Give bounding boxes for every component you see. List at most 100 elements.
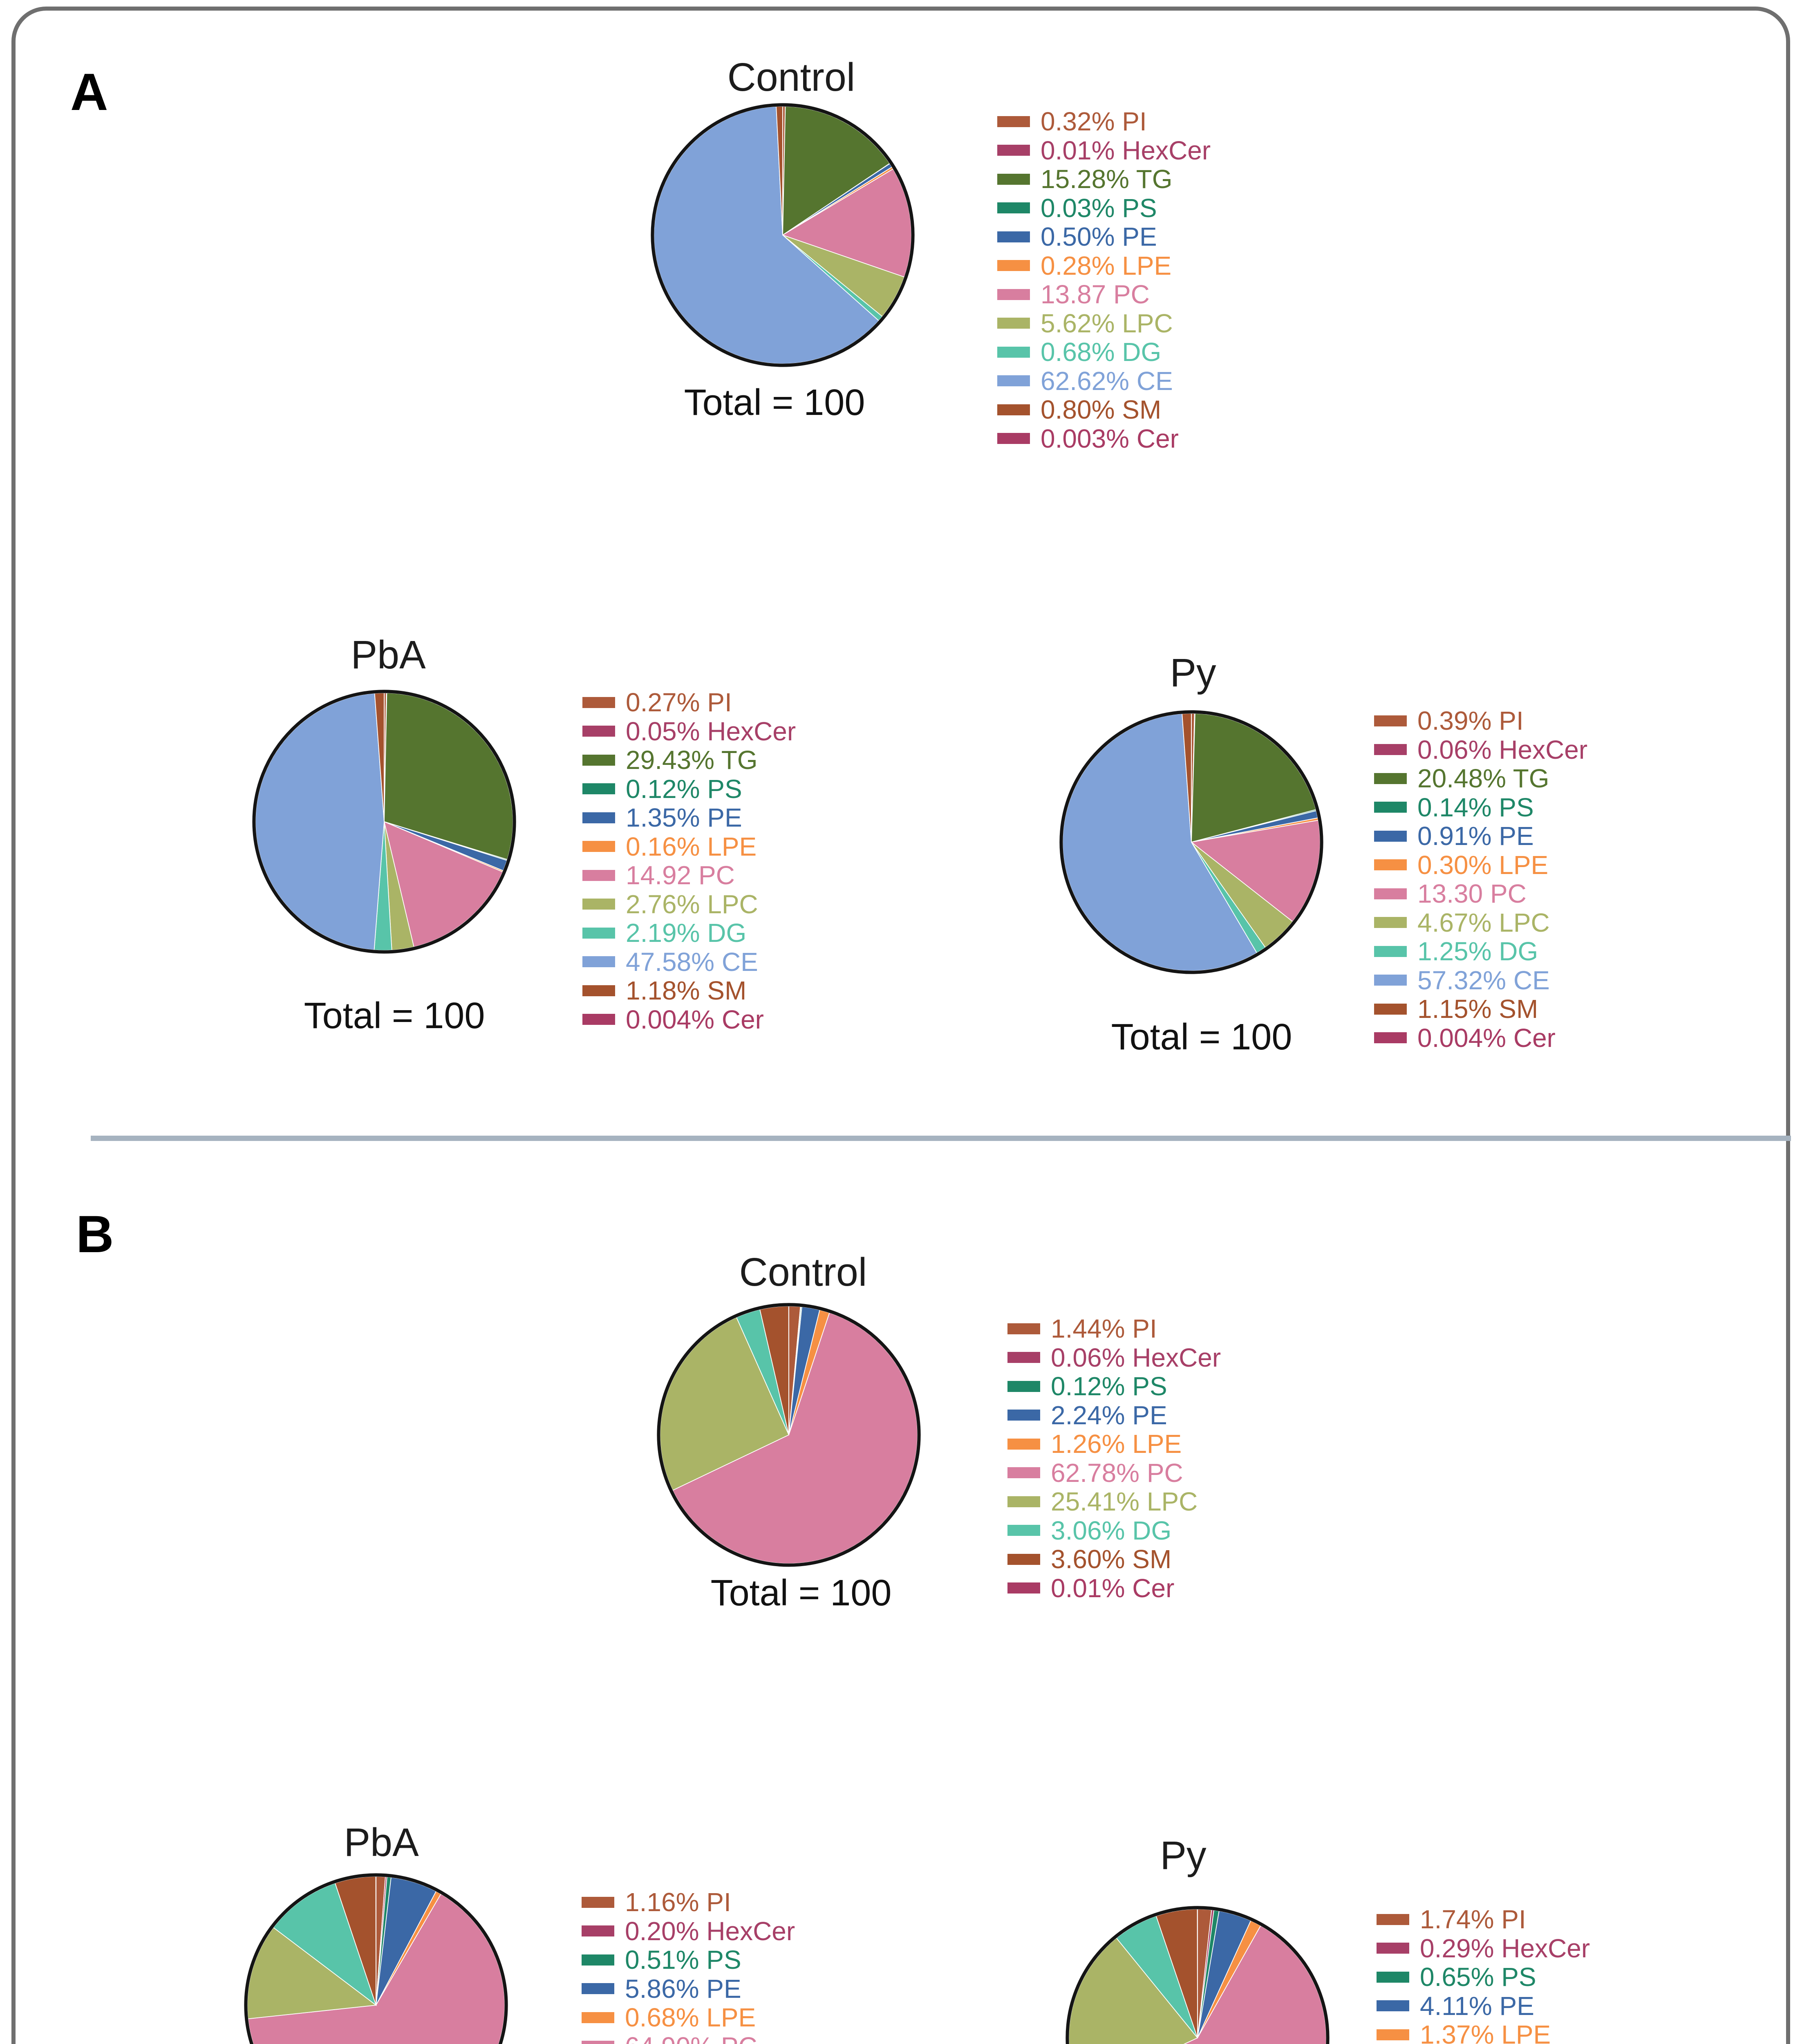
legend-swatch-LPE xyxy=(1377,2029,1409,2040)
legend-label: 62.78% PC xyxy=(1051,1458,1183,1488)
legend-swatch-PE xyxy=(1374,830,1407,842)
legend-item: 1.74% PI xyxy=(1377,1905,1590,1934)
legend-swatch-DG xyxy=(1007,1525,1040,1536)
legend-label: 57.32% CE xyxy=(1417,965,1550,995)
legend-swatch-LPE xyxy=(1007,1438,1040,1450)
legend-label: 4.11% PE xyxy=(1420,1991,1534,2021)
legend-label: 1.15% SM xyxy=(1417,994,1538,1024)
legend-swatch-PE xyxy=(1007,1410,1040,1421)
chart-title: PbA xyxy=(344,1820,419,1865)
legend-swatch-LPE xyxy=(582,841,615,852)
legend-item: 0.12% PS xyxy=(1007,1372,1221,1401)
legend-swatch-Cer xyxy=(1374,1032,1407,1044)
legend-item: 0.32% PI xyxy=(997,107,1211,136)
legend-item: 0.80% SM xyxy=(997,395,1211,424)
legend-item: 0.14% PS xyxy=(1374,793,1587,822)
legend-item: 62.78% PC xyxy=(1007,1459,1221,1488)
legend-swatch-Cer xyxy=(1007,1582,1040,1594)
legend-swatch-PI xyxy=(582,697,615,708)
legend-label: 15.28% TG xyxy=(1041,164,1173,194)
legend-swatch-PS xyxy=(1007,1381,1040,1392)
chart-title: Py xyxy=(1160,1833,1207,1878)
legend-swatch-PI xyxy=(1377,1914,1409,1925)
pie-chart xyxy=(252,690,516,954)
legend-label: 0.05% HexCer xyxy=(626,716,796,746)
legend-item: 4.11% PE xyxy=(1377,1992,1590,2021)
legend-swatch-PC xyxy=(1007,1467,1040,1479)
pie-chart xyxy=(1066,1906,1330,2044)
legend-item: 4.67% LPC xyxy=(1374,908,1587,937)
legend-label: 2.76% LPC xyxy=(626,889,758,919)
legend-item: 0.01% Cer xyxy=(1007,1574,1221,1603)
legend-label: 0.80% SM xyxy=(1041,395,1162,425)
legend-swatch-CE xyxy=(582,956,615,968)
legend-swatch-TG xyxy=(1374,773,1407,784)
legend-swatch-LPC xyxy=(582,899,615,910)
legend-swatch-LPE xyxy=(1374,859,1407,871)
chart-title: PbA xyxy=(351,632,426,677)
pie-outline xyxy=(651,103,915,367)
legend: 1.16% PI 0.20% HexCer 0.51% PS 5.86% PE 0.68… xyxy=(582,1888,795,2044)
legend-label: 47.58% CE xyxy=(626,947,758,977)
legend-item: 25.41% LPC xyxy=(1007,1487,1221,1516)
legend-label: 5.62% LPC xyxy=(1041,308,1173,338)
pie-chart xyxy=(657,1303,921,1567)
legend-label: 25.41% LPC xyxy=(1051,1487,1198,1517)
legend-item: 20.48% TG xyxy=(1374,764,1587,793)
legend-swatch-Cer xyxy=(582,1014,615,1025)
legend-item: 1.26% LPE xyxy=(1007,1430,1221,1459)
legend-item: 0.27% PI xyxy=(582,688,796,717)
legend-swatch-HexCer xyxy=(997,145,1030,156)
legend-swatch-PS xyxy=(582,1954,614,1966)
legend-item: 3.60% SM xyxy=(1007,1545,1221,1574)
legend-label: 1.16% PI xyxy=(625,1887,731,1917)
legend-item: 0.03% PS xyxy=(997,194,1211,223)
legend-item: 0.004% Cer xyxy=(582,1005,796,1034)
legend: 0.32% PI 0.01% HexCer 15.28% TG 0.03% PS 0.5… xyxy=(997,107,1211,453)
panel-label-b: B xyxy=(76,1205,114,1264)
legend-label: 0.50% PE xyxy=(1041,222,1157,252)
legend-item: 64.90% PC xyxy=(582,2032,795,2044)
legend-swatch-CE xyxy=(1374,975,1407,986)
legend-item: 0.39% PI xyxy=(1374,706,1587,735)
legend-item: 1.16% PI xyxy=(582,1888,795,1917)
legend-label: 1.35% PE xyxy=(626,803,742,833)
legend-label: 29.43% TG xyxy=(626,745,758,775)
total-label: Total = 100 xyxy=(304,995,485,1036)
legend-label: 1.44% PI xyxy=(1051,1314,1157,1344)
legend-item: 0.29% HexCer xyxy=(1377,1934,1590,1963)
legend-swatch-PE xyxy=(997,231,1030,242)
legend-item: 0.01% HexCer xyxy=(997,136,1211,165)
legend-label: 1.25% DG xyxy=(1417,937,1538,966)
total-label: Total = 100 xyxy=(1111,1017,1292,1058)
legend-item: 13.30 PC xyxy=(1374,879,1587,908)
pie-outline xyxy=(657,1303,921,1567)
legend-item: 0.68% DG xyxy=(997,338,1211,367)
total-label: Total = 100 xyxy=(710,1573,892,1614)
legend-item: 0.20% HexCer xyxy=(582,1917,795,1946)
legend-item: 0.51% PS xyxy=(582,1945,795,1975)
legend-swatch-PE xyxy=(582,1983,614,1995)
legend-item: 1.44% PI xyxy=(1007,1314,1221,1343)
legend: 1.44% PI 0.06% HexCer 0.12% PS 2.24% PE 1.26… xyxy=(1007,1314,1221,1602)
legend: 1.74% PI 0.29% HexCer 0.65% PS 4.11% PE 1.37… xyxy=(1377,1905,1590,2044)
pie-chart xyxy=(244,1873,508,2044)
legend: 0.39% PI 0.06% HexCer 20.48% TG 0.14% PS 0.9… xyxy=(1374,706,1587,1052)
legend-label: 0.12% PS xyxy=(626,774,742,804)
legend-label: 20.48% TG xyxy=(1417,764,1549,793)
legend-item: 0.50% PE xyxy=(997,222,1211,251)
legend-label: 0.004% Cer xyxy=(1417,1023,1556,1053)
legend-swatch-DG xyxy=(997,346,1030,358)
chart-title: Control xyxy=(727,55,855,99)
pie-chart xyxy=(1059,710,1323,974)
legend-item: 0.30% LPE xyxy=(1374,851,1587,880)
legend-item: 0.12% PS xyxy=(582,775,796,804)
pie-outline xyxy=(1066,1906,1330,2044)
legend-item: 47.58% CE xyxy=(582,948,796,977)
legend-label: 3.60% SM xyxy=(1051,1544,1172,1574)
legend-swatch-HexCer xyxy=(1377,1943,1409,1954)
legend-swatch-PC xyxy=(582,2041,614,2044)
legend-swatch-PI xyxy=(1374,715,1407,726)
legend-label: 0.01% Cer xyxy=(1051,1573,1175,1603)
legend-label: 64.90% PC xyxy=(625,2033,757,2044)
